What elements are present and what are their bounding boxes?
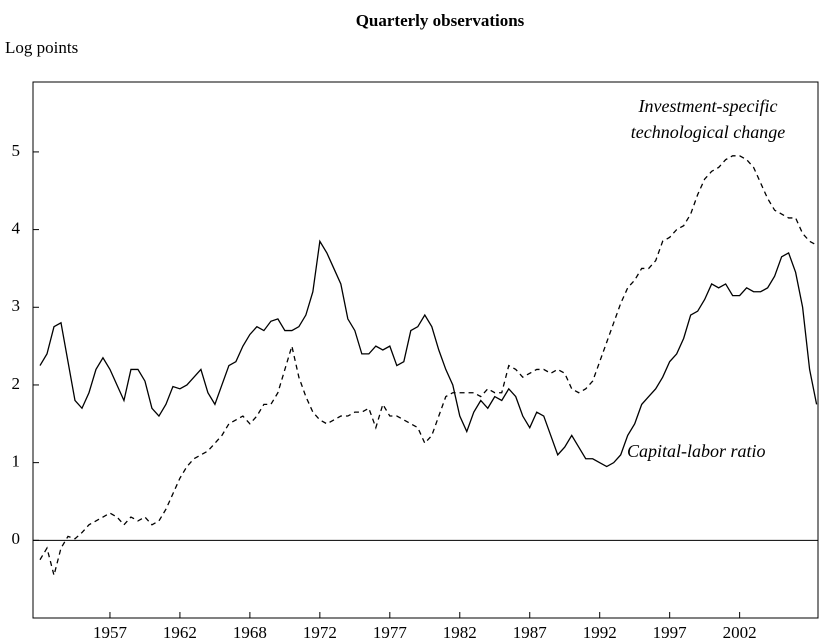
plot-frame <box>32 81 819 619</box>
x-tick-label: 1957 <box>93 623 128 642</box>
y-tick-label: 1 <box>12 452 21 471</box>
y-tick-label: 0 <box>12 529 21 548</box>
x-tick-label: 1972 <box>303 623 337 642</box>
series-line <box>39 239 818 468</box>
y-axis-label: Log points <box>5 38 78 57</box>
x-tick-label: 1977 <box>373 623 408 642</box>
annotation: Capital-labor ratio <box>627 441 766 461</box>
x-tick-label: 1997 <box>653 623 688 642</box>
annotation: technological change <box>631 122 785 142</box>
x-tick-label: 1987 <box>513 623 548 642</box>
x-tick-label: 1992 <box>583 623 617 642</box>
chart-title: Quarterly observations <box>356 11 525 30</box>
y-tick-label: 3 <box>12 296 21 315</box>
x-tick-label: 1962 <box>163 623 197 642</box>
annotation: Investment-specific <box>638 96 778 116</box>
y-tick-label: 2 <box>12 374 21 393</box>
x-tick-label: 1968 <box>233 623 267 642</box>
x-tick-label: 1982 <box>443 623 477 642</box>
x-tick-label: 2002 <box>723 623 757 642</box>
y-tick-label: 5 <box>12 141 21 160</box>
y-tick-label: 4 <box>12 219 21 238</box>
series-line <box>39 155 817 576</box>
